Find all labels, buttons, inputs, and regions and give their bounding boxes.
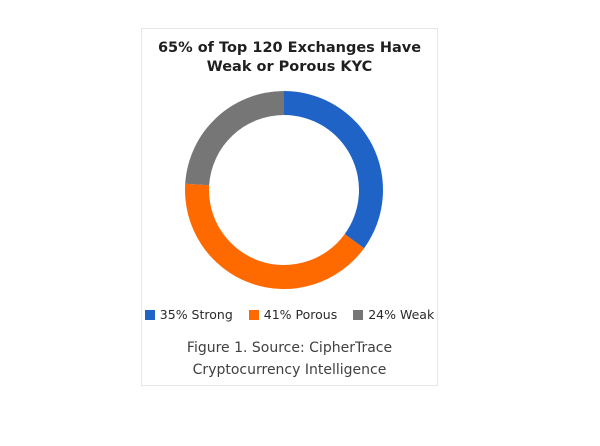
figure-caption: Figure 1. Source: CipherTrace Cryptocurr… — [142, 337, 437, 381]
donut-slice-weak — [185, 91, 284, 186]
legend-label-weak: 24% Weak — [368, 307, 435, 322]
legend-swatch-weak — [353, 309, 364, 320]
chart-title: 65% of Top 120 Exchanges Have Weak or Po… — [142, 39, 437, 77]
legend-item-porous: 41% Porous — [248, 307, 338, 322]
chart-legend: 35% Strong 41% Porous 24% Weak — [142, 307, 437, 322]
donut-slices — [185, 91, 383, 289]
chart-card: 65% of Top 120 Exchanges Have Weak or Po… — [141, 28, 438, 386]
donut-slice-strong — [284, 91, 383, 249]
donut-slice-porous — [185, 183, 365, 289]
chart-title-line-1: 65% of Top 120 Exchanges Have — [157, 40, 422, 56]
donut-chart — [185, 91, 383, 289]
chart-title-line-2: Weak or Porous KYC — [206, 59, 373, 75]
legend-label-porous: 41% Porous — [263, 307, 338, 322]
legend-item-strong: 35% Strong — [144, 307, 233, 322]
legend-label-strong: 35% Strong — [159, 307, 233, 322]
legend-swatch-strong — [144, 309, 155, 320]
figure-caption-line-1: Figure 1. Source: CipherTrace — [186, 340, 393, 356]
figure-caption-line-2: Cryptocurrency Intelligence — [192, 362, 387, 378]
legend-item-weak: 24% Weak — [353, 307, 434, 322]
legend-swatch-porous — [248, 309, 259, 320]
